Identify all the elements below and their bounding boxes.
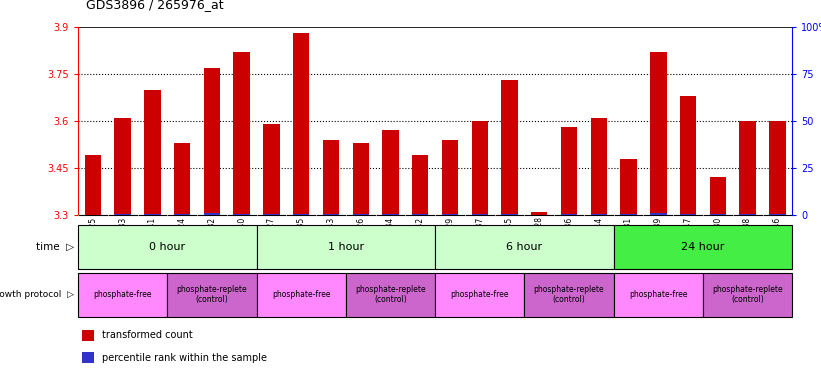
Bar xyxy=(769,121,786,215)
Bar xyxy=(204,68,220,215)
Bar xyxy=(257,225,435,269)
Bar xyxy=(590,118,607,215)
Bar xyxy=(257,273,346,317)
Text: phosphate-replete
(control): phosphate-replete (control) xyxy=(355,285,426,305)
Text: time  ▷: time ▷ xyxy=(36,242,74,252)
Text: phosphate-free: phosphate-free xyxy=(272,290,331,299)
Bar xyxy=(412,156,429,215)
Bar xyxy=(174,214,190,215)
Bar xyxy=(383,214,399,215)
Bar xyxy=(78,225,257,269)
Bar xyxy=(174,143,190,215)
Text: percentile rank within the sample: percentile rank within the sample xyxy=(102,353,267,362)
Bar xyxy=(650,52,667,215)
Bar xyxy=(621,159,637,215)
Bar xyxy=(680,96,696,215)
Text: 24 hour: 24 hour xyxy=(681,242,725,252)
Bar xyxy=(561,214,577,215)
Bar xyxy=(412,214,429,215)
Bar xyxy=(144,214,161,215)
Text: transformed count: transformed count xyxy=(102,330,192,340)
Bar xyxy=(442,214,458,215)
Text: growth protocol  ▷: growth protocol ▷ xyxy=(0,290,74,299)
Bar xyxy=(531,212,548,215)
Bar xyxy=(233,52,250,215)
Bar xyxy=(81,352,94,363)
Text: phosphate-free: phosphate-free xyxy=(451,290,509,299)
Bar xyxy=(114,214,131,215)
Bar xyxy=(204,213,220,215)
Bar xyxy=(680,214,696,215)
Bar xyxy=(264,214,280,215)
Bar xyxy=(293,33,310,215)
Bar xyxy=(383,130,399,215)
Bar xyxy=(114,118,131,215)
Text: 1 hour: 1 hour xyxy=(328,242,364,252)
Bar xyxy=(769,214,786,215)
Bar xyxy=(590,214,607,215)
Bar xyxy=(502,214,518,215)
Bar xyxy=(471,121,488,215)
Bar xyxy=(346,273,435,317)
Text: 0 hour: 0 hour xyxy=(149,242,186,252)
Bar xyxy=(233,214,250,215)
Bar xyxy=(650,213,667,215)
Bar xyxy=(502,80,518,215)
Bar xyxy=(621,214,637,215)
Bar xyxy=(323,214,339,215)
Bar xyxy=(85,156,101,215)
Text: phosphate-replete
(control): phosphate-replete (control) xyxy=(534,285,604,305)
Bar xyxy=(264,124,280,215)
Bar xyxy=(740,121,756,215)
Text: GDS3896 / 265976_at: GDS3896 / 265976_at xyxy=(86,0,224,12)
Bar xyxy=(435,225,614,269)
Bar xyxy=(167,273,257,317)
Bar xyxy=(323,140,339,215)
Bar xyxy=(740,214,756,215)
Bar xyxy=(293,214,310,215)
Bar xyxy=(709,177,726,215)
Text: phosphate-replete
(control): phosphate-replete (control) xyxy=(713,285,783,305)
Bar xyxy=(81,329,94,341)
Bar xyxy=(352,143,369,215)
Text: 6 hour: 6 hour xyxy=(507,242,543,252)
Bar xyxy=(144,89,161,215)
Text: phosphate-free: phosphate-free xyxy=(94,290,152,299)
Bar xyxy=(352,214,369,215)
Bar xyxy=(435,273,525,317)
Bar xyxy=(471,214,488,215)
Bar xyxy=(525,273,614,317)
Text: phosphate-free: phosphate-free xyxy=(629,290,688,299)
Bar xyxy=(442,140,458,215)
Bar xyxy=(614,273,703,317)
Bar xyxy=(709,214,726,215)
Text: phosphate-replete
(control): phosphate-replete (control) xyxy=(177,285,247,305)
Bar xyxy=(614,225,792,269)
Bar xyxy=(703,273,792,317)
Bar xyxy=(561,127,577,215)
Bar xyxy=(78,273,167,317)
